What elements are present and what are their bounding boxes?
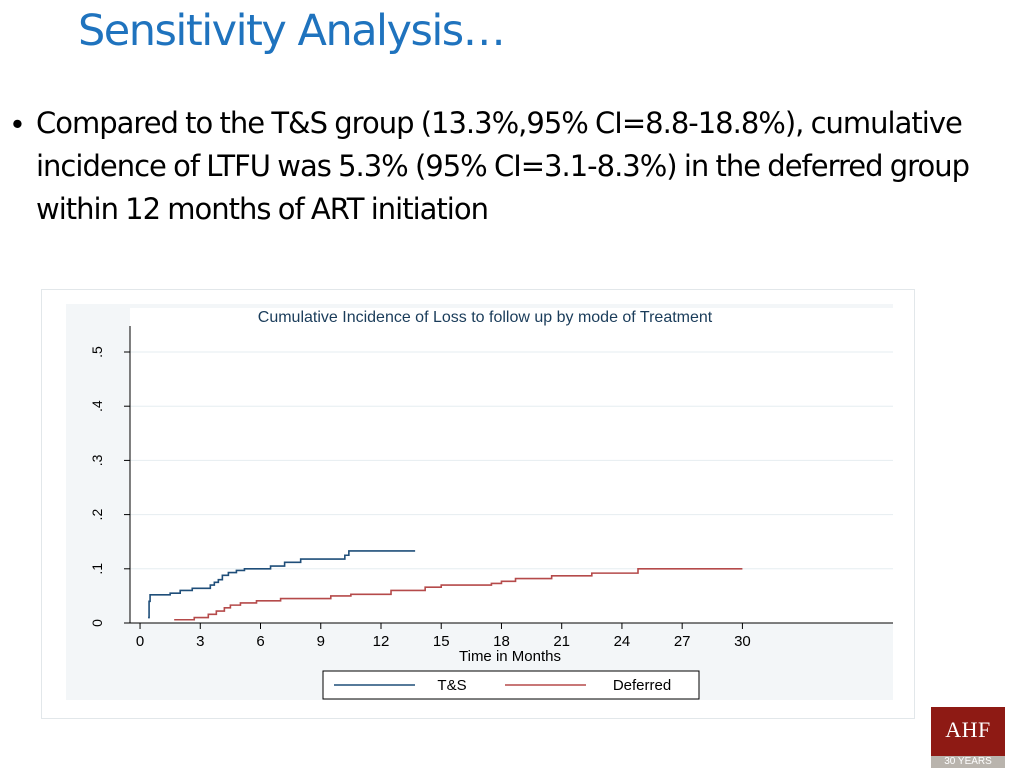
bullet-marker: • xyxy=(12,106,23,141)
series-line-deferred xyxy=(174,568,743,621)
y-tick-label: .3 xyxy=(89,454,105,466)
x-tick-label: 18 xyxy=(493,633,510,650)
y-tick-label: .4 xyxy=(89,400,105,412)
x-tick-label: 12 xyxy=(373,633,390,650)
ahf-logo: AHF 30 YEARS xyxy=(931,707,1005,768)
x-tick-label: 6 xyxy=(256,633,264,650)
logo-text: AHF xyxy=(945,717,991,742)
bullet-text: Compared to the T&S group (13.3%,95% CI=… xyxy=(36,106,970,226)
logo-subtext: 30 YEARS xyxy=(944,756,992,767)
y-tick-label: .2 xyxy=(89,509,105,521)
y-tick-label: .5 xyxy=(89,346,105,358)
slide-title: Sensitivity Analysis… xyxy=(78,6,506,56)
bullet-item: • Compared to the T&S group (13.3%,95% C… xyxy=(12,102,972,231)
legend-label: T&S xyxy=(437,677,466,694)
x-tick-label: 30 xyxy=(734,633,751,650)
chart-title: Cumulative Incidence of Loss to follow u… xyxy=(258,309,713,326)
logo-band: 30 YEARS xyxy=(931,756,1005,768)
cumulative-incidence-chart: Cumulative Incidence of Loss to follow u… xyxy=(66,304,893,700)
x-tick-label: 27 xyxy=(674,633,691,650)
x-tick-label: 15 xyxy=(433,633,450,650)
x-tick-label: 24 xyxy=(614,633,631,650)
x-tick-label: 21 xyxy=(553,633,570,650)
x-tick-label: 0 xyxy=(136,633,144,650)
x-tick-label: 3 xyxy=(196,633,204,650)
legend-label: Deferred xyxy=(613,677,671,694)
x-axis-label: Time in Months xyxy=(459,648,561,665)
chart-frame: Cumulative Incidence of Loss to follow u… xyxy=(41,289,915,719)
bullet-list: • Compared to the T&S group (13.3%,95% C… xyxy=(12,102,972,231)
plot-area xyxy=(130,308,893,623)
series-line-t-s xyxy=(148,550,416,619)
y-tick-label: 0 xyxy=(89,619,105,627)
x-tick-label: 9 xyxy=(317,633,325,650)
y-tick-label: .1 xyxy=(89,563,105,575)
